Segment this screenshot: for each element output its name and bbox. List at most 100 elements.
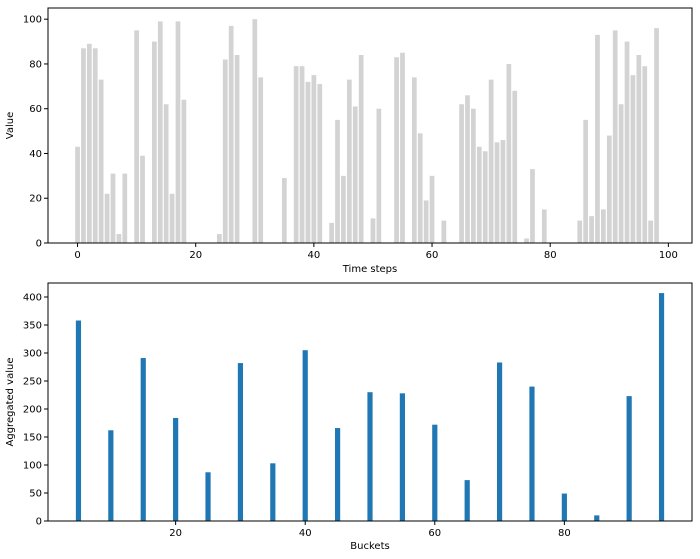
bar — [311, 75, 317, 243]
y-tick-label: 0 — [36, 517, 42, 528]
bar — [335, 428, 341, 521]
bar — [234, 55, 240, 243]
bar — [140, 155, 145, 243]
bar — [399, 393, 405, 521]
bar — [75, 146, 80, 243]
bar — [506, 63, 512, 244]
bar — [258, 77, 264, 243]
bar — [530, 169, 535, 243]
top-chart-panel: 0 20 40 60 80 100 0 20 40 60 80 100 Time steps Value — [5, 7, 693, 275]
bar — [618, 104, 624, 244]
bottom-chart-panel: 20 40 60 80 0 50 100 150 200 250 300 350 400 Buckets A… — [5, 282, 693, 552]
bar — [163, 104, 169, 244]
bar — [367, 392, 373, 521]
bar — [376, 108, 382, 244]
bar — [595, 34, 600, 243]
y-tick-label: 100 — [23, 15, 42, 26]
x-tick-label: 40 — [299, 528, 312, 539]
bar — [228, 25, 234, 244]
bar — [86, 43, 92, 244]
bar — [482, 151, 488, 243]
y-axis-label: Value — [5, 112, 16, 139]
bar — [252, 19, 258, 243]
bar — [464, 480, 470, 521]
y-tick-label: 80 — [29, 59, 42, 70]
bar — [317, 84, 323, 243]
bar — [335, 119, 340, 243]
bar — [496, 362, 503, 521]
axes-frame — [47, 282, 693, 522]
x-tick-label: 40 — [308, 250, 321, 261]
bar — [606, 135, 612, 243]
bar — [173, 417, 179, 521]
bar — [524, 238, 529, 243]
bar — [151, 41, 157, 243]
bar — [512, 90, 518, 243]
bar — [169, 193, 175, 243]
bar — [205, 472, 211, 521]
bar — [594, 515, 600, 521]
bar — [500, 140, 506, 243]
y-tick-label: 20 — [29, 194, 42, 205]
x-tick-label: 60 — [428, 528, 441, 539]
bar — [270, 463, 276, 521]
x-tick-label: 0 — [74, 250, 80, 261]
bar — [612, 30, 618, 243]
y-tick-label: 150 — [23, 433, 42, 444]
bar — [432, 424, 438, 521]
bar — [459, 104, 464, 244]
axes-frame — [47, 7, 693, 244]
bar — [423, 200, 429, 243]
y-axis-label: Aggregated value — [5, 358, 16, 447]
bar — [529, 386, 535, 521]
y-tick-label: 350 — [23, 321, 42, 332]
y-tick-label: 60 — [29, 104, 42, 115]
bar — [110, 173, 116, 243]
bar — [98, 79, 104, 244]
y-tick-label: 400 — [23, 293, 42, 304]
bar — [441, 220, 447, 243]
x-tick-label: 80 — [544, 250, 557, 261]
y-tick-label: 250 — [23, 377, 42, 388]
bar — [181, 99, 187, 243]
bar — [400, 52, 405, 244]
bar — [561, 493, 567, 521]
bar — [642, 66, 648, 243]
bar — [116, 234, 122, 243]
y-tick-label: 50 — [29, 489, 42, 500]
bar — [417, 133, 423, 243]
y-tick-label: 100 — [23, 461, 42, 472]
bar — [589, 216, 594, 243]
bar — [140, 358, 146, 521]
bar — [630, 75, 636, 243]
bar — [302, 350, 308, 521]
bar — [488, 79, 494, 244]
y-tick-label: 200 — [23, 405, 42, 416]
bar — [465, 95, 470, 243]
bar — [157, 21, 163, 244]
bar — [341, 175, 346, 243]
bar — [648, 220, 654, 243]
bar-series — [75, 19, 659, 244]
bar — [92, 48, 98, 243]
bar — [476, 146, 482, 243]
bar — [281, 178, 287, 243]
bar — [411, 77, 417, 243]
bar — [237, 363, 244, 521]
bar — [81, 48, 86, 243]
bar — [222, 59, 228, 244]
x-axis-label: Time steps — [342, 264, 398, 275]
bar — [358, 55, 364, 243]
bar — [577, 220, 583, 243]
y-tick-label: 300 — [23, 349, 42, 360]
bar — [104, 193, 110, 243]
bar — [370, 218, 376, 243]
y-tick-label: 0 — [36, 239, 42, 250]
bar — [134, 30, 139, 243]
bar — [216, 234, 222, 243]
bar — [654, 28, 659, 243]
x-tick-label: 20 — [169, 528, 182, 539]
bar — [108, 430, 114, 521]
bar — [601, 209, 606, 243]
